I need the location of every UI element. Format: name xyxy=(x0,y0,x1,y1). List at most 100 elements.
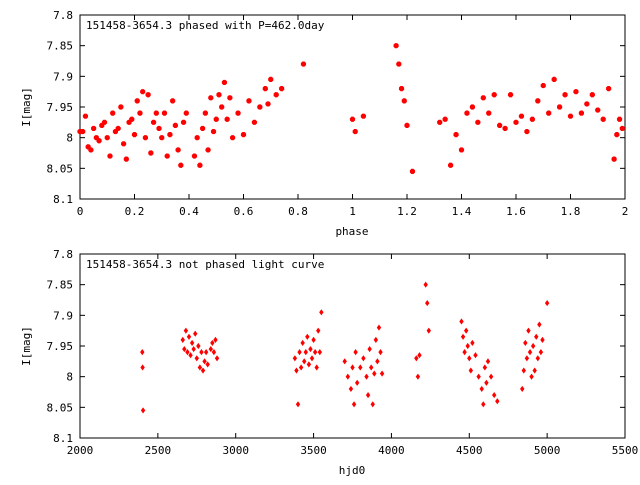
x-tick-label: 0 xyxy=(77,205,84,218)
data-point xyxy=(529,116,535,122)
data-point xyxy=(373,336,379,343)
y-axis-label: I[mag] xyxy=(20,326,33,366)
data-point xyxy=(350,364,355,371)
data-point xyxy=(213,336,218,343)
data-point xyxy=(484,379,489,386)
data-point xyxy=(121,141,127,147)
data-point xyxy=(268,76,274,82)
data-point xyxy=(468,367,474,374)
unphased-light-curve-panel: 151458-3654.3 not phased light curve I[m… xyxy=(20,248,638,477)
data-point xyxy=(208,345,213,353)
data-point xyxy=(562,92,568,98)
data-point xyxy=(495,398,500,405)
data-point xyxy=(306,361,312,368)
data-point xyxy=(538,349,544,356)
data-points xyxy=(140,281,550,414)
data-point xyxy=(459,318,464,325)
data-point xyxy=(115,125,121,132)
data-point xyxy=(167,132,173,138)
data-point xyxy=(142,135,148,141)
y-tick-label: 8.1 xyxy=(53,432,73,445)
data-point xyxy=(230,135,236,141)
data-point xyxy=(352,128,358,135)
data-point xyxy=(319,309,324,316)
data-point xyxy=(210,128,217,135)
data-point xyxy=(370,401,375,408)
data-point xyxy=(316,327,321,334)
data-point xyxy=(134,98,140,104)
data-point xyxy=(194,135,200,141)
data-point xyxy=(520,385,525,393)
panel-title: 151458-3654.3 phased with P=462.0day xyxy=(86,19,325,32)
data-point xyxy=(526,327,531,334)
x-tick-label: 4500 xyxy=(456,444,483,457)
data-point xyxy=(589,92,595,98)
data-point xyxy=(358,364,363,371)
data-point xyxy=(469,104,475,110)
x-tick-label: 1.6 xyxy=(506,205,526,218)
data-point xyxy=(470,339,475,347)
data-point xyxy=(372,370,377,377)
data-point xyxy=(219,104,225,110)
data-point xyxy=(197,364,203,371)
x-tick-label: 0.8 xyxy=(288,205,308,218)
data-point xyxy=(216,92,222,98)
data-point xyxy=(396,61,402,67)
data-point xyxy=(379,370,385,377)
x-axis-label: hjd0 xyxy=(339,464,366,477)
data-point xyxy=(246,98,252,104)
data-point xyxy=(464,110,470,116)
data-point xyxy=(361,355,366,362)
data-point xyxy=(214,355,220,362)
data-point xyxy=(584,101,590,107)
data-point xyxy=(513,119,519,125)
data-point xyxy=(354,379,360,386)
data-point xyxy=(375,358,380,365)
data-point xyxy=(535,355,540,362)
data-point xyxy=(540,336,545,343)
data-point xyxy=(265,101,271,107)
data-point xyxy=(188,352,193,359)
data-point xyxy=(573,89,579,95)
y-axis-label: I[mag] xyxy=(20,87,33,127)
data-point xyxy=(460,333,466,340)
data-point xyxy=(532,367,537,374)
y-tick-label: 8.1 xyxy=(53,193,73,206)
data-point xyxy=(182,345,187,353)
data-point xyxy=(150,119,157,125)
data-point xyxy=(183,110,189,116)
x-tick-label: 3500 xyxy=(300,444,327,457)
data-point xyxy=(463,327,469,334)
data-point xyxy=(297,349,302,356)
data-point xyxy=(298,364,304,371)
data-point xyxy=(202,358,207,365)
data-point xyxy=(417,352,422,359)
data-point xyxy=(544,299,550,307)
data-point xyxy=(300,61,307,67)
data-point xyxy=(462,349,467,356)
data-point xyxy=(292,355,298,362)
y-tick-label: 8.05 xyxy=(47,401,74,414)
y-tick-label: 7.8 xyxy=(53,9,73,22)
data-point xyxy=(161,110,168,116)
phased-light-curve-panel: 151458-3654.3 phased with P=462.0day I[m… xyxy=(20,9,628,238)
data-point xyxy=(486,110,492,116)
data-point xyxy=(140,364,145,371)
data-point xyxy=(227,95,233,101)
data-point xyxy=(480,95,486,101)
data-point xyxy=(189,339,195,347)
y-tick-label: 7.8 xyxy=(53,248,73,261)
data-point xyxy=(172,122,178,128)
x-tick-label: 3000 xyxy=(222,444,249,457)
data-point xyxy=(458,147,465,153)
data-point xyxy=(351,401,357,408)
data-point xyxy=(448,162,454,168)
data-point xyxy=(183,327,189,334)
y-tick-label: 7.9 xyxy=(53,70,73,83)
data-point xyxy=(518,113,525,119)
data-point xyxy=(616,116,623,122)
data-point xyxy=(540,82,546,89)
x-tick-label: 2 xyxy=(622,205,629,218)
data-point xyxy=(191,345,196,353)
data-point xyxy=(305,333,310,340)
